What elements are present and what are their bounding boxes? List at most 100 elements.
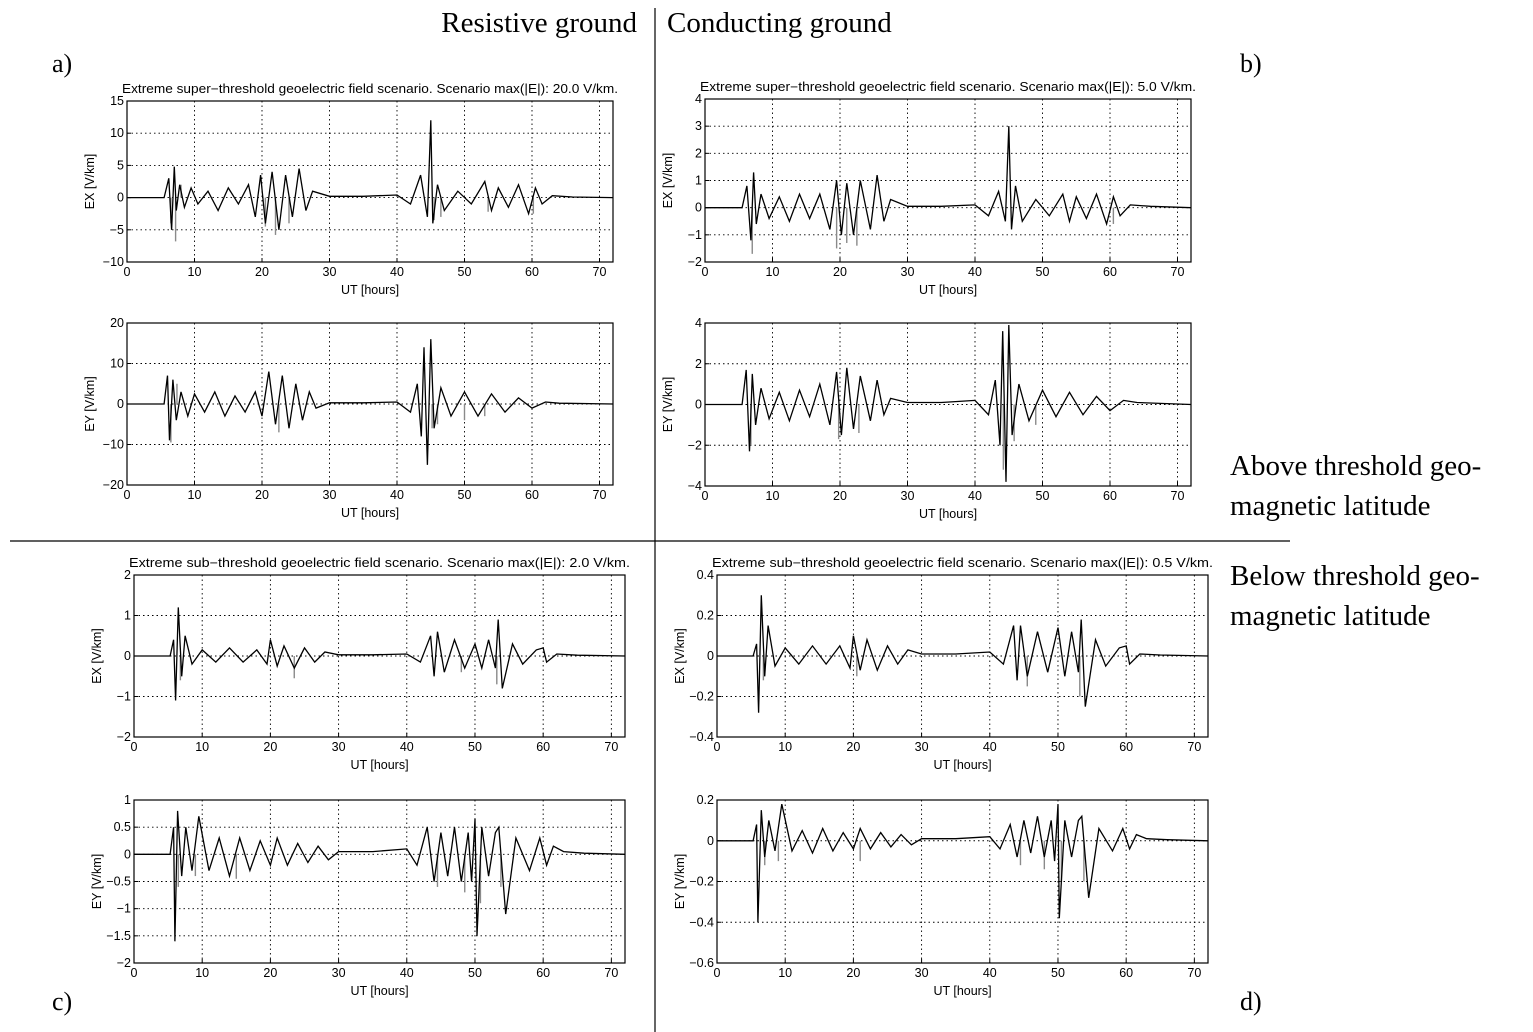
xtick-label: 20 <box>263 966 277 980</box>
xtick-label: 0 <box>714 966 721 980</box>
x-axis-label: UT [hours] <box>933 758 991 772</box>
chart-title: Extreme sub−threshold geoelectric field … <box>712 556 1213 570</box>
xtick-label: 60 <box>1119 966 1133 980</box>
xtick-label: 20 <box>255 265 269 279</box>
ytick-label: −20 <box>103 478 124 492</box>
panel-label-c: c) <box>52 987 72 1016</box>
xtick-label: 10 <box>778 966 792 980</box>
xtick-label: 70 <box>593 488 607 502</box>
xtick-label: 30 <box>915 966 929 980</box>
ytick-label: 0 <box>124 847 131 861</box>
axes-frame <box>716 799 1209 964</box>
y-axis-label: EY [V/km] <box>83 376 97 431</box>
y-axis-label: EX [V/km] <box>661 153 675 209</box>
ytick-label: 0 <box>117 191 124 205</box>
y-axis-label: EY [V/km] <box>661 377 675 432</box>
ytick-label: 0.4 <box>697 568 714 582</box>
xtick-label: 0 <box>124 488 131 502</box>
xtick-label: 60 <box>536 740 550 754</box>
ytick-label: 2 <box>695 357 702 371</box>
ytick-label: −2 <box>117 956 131 970</box>
x-axis-label: UT [hours] <box>919 283 977 297</box>
y-axis-label: EY [V/km] <box>673 854 687 909</box>
x-axis-label: UT [hours] <box>933 984 991 998</box>
xtick-label: 20 <box>846 740 860 754</box>
xtick-label: 60 <box>1119 740 1133 754</box>
xtick-label: 40 <box>983 740 997 754</box>
x-axis-label: UT [hours] <box>919 507 977 521</box>
y-axis-label: EX [V/km] <box>673 628 687 684</box>
xtick-label: 40 <box>983 966 997 980</box>
series-line-primary <box>717 595 1209 713</box>
xtick-label: 60 <box>525 488 539 502</box>
xtick-label: 20 <box>833 489 847 503</box>
chart-c-ex: 0 10 20 30 40 50 60 70 −2 −1 0 1 2 UT [hours] EX [V/km… <box>90 556 630 772</box>
x-axis-label: UT [hours] <box>341 506 399 520</box>
xtick-label: 50 <box>468 966 482 980</box>
xtick-label: 30 <box>323 265 337 279</box>
xtick-label: 70 <box>1187 740 1201 754</box>
xtick-label: 30 <box>323 488 337 502</box>
header-resistive-ground: Resistive ground <box>441 7 637 39</box>
ytick-label: −2 <box>117 730 131 744</box>
note-below-threshold-line1: Below threshold geo- <box>1230 560 1480 592</box>
xtick-label: 70 <box>1171 265 1185 279</box>
xtick-label: 20 <box>255 488 269 502</box>
ytick-label: 3 <box>695 119 702 133</box>
ytick-label: −0.6 <box>689 956 714 970</box>
series-line-primary <box>134 607 626 701</box>
xtick-label: 60 <box>525 265 539 279</box>
xtick-label: 50 <box>458 265 472 279</box>
xtick-label: 30 <box>901 489 915 503</box>
xtick-label: 0 <box>131 966 138 980</box>
ytick-label: 0 <box>117 397 124 411</box>
panel-label-b: b) <box>1240 49 1262 78</box>
ytick-label: 0 <box>695 201 702 215</box>
ytick-label: 4 <box>695 316 702 330</box>
ytick-label: 1 <box>124 609 131 623</box>
ytick-label: 2 <box>124 568 131 582</box>
xtick-label: 30 <box>332 740 346 754</box>
xtick-label: 10 <box>195 740 209 754</box>
y-axis-label: EY [V/km] <box>90 854 104 909</box>
xtick-label: 10 <box>188 265 202 279</box>
xtick-label: 50 <box>468 740 482 754</box>
ytick-label: −1.5 <box>106 929 131 943</box>
xtick-label: 0 <box>714 740 721 754</box>
xtick-label: 70 <box>593 265 607 279</box>
ytick-label: 10 <box>110 126 124 140</box>
ytick-label: 0.2 <box>697 609 714 623</box>
xtick-label: 40 <box>968 489 982 503</box>
xtick-label: 50 <box>1036 265 1050 279</box>
chart-d-ex: 0 10 20 30 40 50 60 70 −0.4 −0.2 0 0.2 0.4 UT [hours]… <box>673 556 1213 772</box>
x-axis-label: UT [hours] <box>350 758 408 772</box>
note-above-threshold-line1: Above threshold geo- <box>1230 450 1481 482</box>
series-line-primary <box>127 120 614 230</box>
xtick-label: 0 <box>702 489 709 503</box>
series-line-primary <box>127 339 614 465</box>
xtick-label: 70 <box>1171 489 1185 503</box>
chart-title: Extreme super−threshold geoelectric fiel… <box>700 80 1196 94</box>
xtick-label: 0 <box>131 740 138 754</box>
ytick-label: −0.5 <box>106 875 131 889</box>
ytick-label: 0 <box>695 398 702 412</box>
xtick-label: 70 <box>604 740 618 754</box>
xtick-label: 60 <box>536 966 550 980</box>
chart-d-ey: 0 10 20 30 40 50 60 70 −0.6 −0.4 −0.2 0 0.2 UT [hours… <box>673 793 1209 998</box>
ytick-label: 0 <box>707 834 714 848</box>
ytick-label: 0.2 <box>697 793 714 807</box>
axes-frame <box>716 574 1209 738</box>
note-above-threshold-line2: magnetic latitude <box>1230 490 1431 522</box>
xtick-label: 40 <box>400 966 414 980</box>
ytick-label: −0.4 <box>689 730 714 744</box>
axes-frame <box>133 574 626 738</box>
xtick-label: 50 <box>458 488 472 502</box>
xtick-label: 70 <box>604 966 618 980</box>
series-line-primary <box>134 810 626 942</box>
ytick-label: 2 <box>695 146 702 160</box>
chart-a-ex: 0 10 20 30 40 50 60 70 −10 −5 0 5 10 15 UT [hours] EX [… <box>83 82 618 297</box>
xtick-label: 60 <box>1103 265 1117 279</box>
ytick-label: 4 <box>695 92 702 106</box>
